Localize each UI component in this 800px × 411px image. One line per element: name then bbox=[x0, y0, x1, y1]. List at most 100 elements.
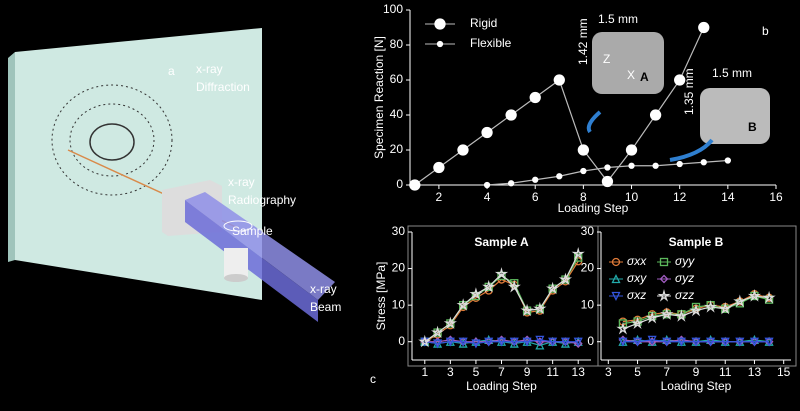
marker bbox=[505, 109, 517, 121]
marker bbox=[507, 279, 521, 293]
marker bbox=[628, 162, 635, 169]
y-tick-label: 20 bbox=[581, 261, 595, 275]
marker bbox=[676, 160, 683, 168]
marker bbox=[469, 287, 483, 300]
marker bbox=[674, 309, 688, 322]
marker bbox=[689, 303, 703, 317]
marker bbox=[497, 271, 506, 281]
annotation: 1.5 mm bbox=[598, 12, 638, 26]
marker bbox=[481, 126, 493, 139]
x-tick-label: 11 bbox=[546, 365, 559, 379]
x-tick-label: 5 bbox=[634, 365, 641, 379]
marker bbox=[618, 319, 628, 328]
marker bbox=[546, 281, 560, 295]
x-tick-label: 7 bbox=[663, 365, 670, 379]
marker bbox=[471, 291, 481, 301]
sample-ring bbox=[223, 220, 253, 232]
marker bbox=[747, 289, 762, 302]
chart-title: Sample B bbox=[669, 235, 724, 249]
marker bbox=[445, 337, 455, 347]
legend-label: σyz bbox=[675, 271, 694, 285]
ring bbox=[51, 84, 173, 196]
ring bbox=[89, 123, 135, 161]
marker bbox=[632, 337, 643, 347]
marker bbox=[764, 295, 774, 304]
ring bbox=[69, 103, 155, 177]
panel-frame bbox=[597, 225, 797, 367]
x-tick-label: 4 bbox=[484, 190, 491, 204]
marker bbox=[494, 267, 509, 280]
marker bbox=[522, 337, 532, 347]
x-tick-label: 13 bbox=[572, 365, 586, 379]
x-tick-label: 8 bbox=[580, 190, 587, 204]
marker bbox=[659, 274, 669, 284]
y-tick-label: 20 bbox=[390, 142, 404, 156]
marker bbox=[532, 176, 539, 183]
diagram-label: Beam bbox=[310, 300, 341, 314]
legend-label: Rigid bbox=[470, 16, 497, 30]
series-line bbox=[424, 339, 579, 345]
marker bbox=[611, 274, 621, 284]
marker bbox=[625, 144, 638, 156]
x-axis-label: Loading Step bbox=[558, 201, 629, 215]
annotation: 1.42 mm bbox=[576, 18, 590, 65]
marker bbox=[616, 321, 630, 335]
marker bbox=[649, 109, 662, 121]
diagram-label: x-ray bbox=[228, 175, 255, 189]
marker bbox=[436, 40, 444, 48]
diagram-label: x-ray bbox=[310, 282, 337, 296]
marker bbox=[630, 316, 645, 330]
marker bbox=[674, 74, 686, 86]
annotation: Z bbox=[603, 52, 610, 66]
sample-holder bbox=[224, 274, 248, 282]
marker bbox=[409, 179, 421, 191]
diagram-label: Diffraction bbox=[196, 80, 250, 94]
x-tick-label: 1 bbox=[421, 365, 428, 379]
plate-edge bbox=[8, 52, 15, 262]
series-line bbox=[424, 253, 579, 343]
x-tick-label: 10 bbox=[625, 190, 639, 204]
arrow bbox=[586, 110, 602, 134]
marker bbox=[483, 181, 491, 189]
marker bbox=[647, 335, 657, 345]
marker bbox=[720, 337, 730, 347]
beam-top bbox=[185, 192, 335, 300]
legend-label: σyy bbox=[675, 254, 695, 268]
y-tick-label: 60 bbox=[390, 72, 404, 86]
beam-side bbox=[185, 200, 318, 322]
marker bbox=[724, 157, 731, 164]
annotation: 1.35 mm bbox=[682, 68, 696, 115]
x-tick-label: 6 bbox=[532, 190, 539, 204]
marker bbox=[535, 335, 545, 345]
marker bbox=[604, 164, 611, 171]
marker bbox=[496, 337, 507, 347]
legend-label: σxx bbox=[627, 254, 647, 268]
panel-label: a bbox=[168, 64, 175, 78]
annotation: B bbox=[748, 120, 757, 134]
y-tick-label: 0 bbox=[396, 177, 403, 191]
marker bbox=[706, 337, 716, 347]
panel-a-drawing bbox=[8, 28, 335, 322]
annotation: A bbox=[640, 70, 649, 84]
legend-label: σzz bbox=[675, 288, 694, 302]
marker bbox=[430, 325, 445, 339]
marker bbox=[535, 340, 545, 350]
diagram-label: Radiography bbox=[228, 193, 296, 207]
marker bbox=[652, 162, 659, 169]
marker bbox=[764, 337, 774, 347]
marker bbox=[457, 144, 469, 156]
x-tick-label: 15 bbox=[777, 365, 791, 379]
marker bbox=[698, 21, 710, 34]
marker bbox=[735, 337, 745, 347]
marker bbox=[662, 337, 672, 347]
x-tick-label: 2 bbox=[436, 190, 443, 204]
marker bbox=[548, 337, 558, 347]
y-tick-label: 80 bbox=[390, 37, 404, 51]
marker bbox=[571, 247, 585, 260]
specimen-a bbox=[592, 32, 664, 94]
x-tick-label: 7 bbox=[498, 365, 505, 379]
marker bbox=[560, 337, 570, 347]
marker bbox=[558, 272, 573, 286]
